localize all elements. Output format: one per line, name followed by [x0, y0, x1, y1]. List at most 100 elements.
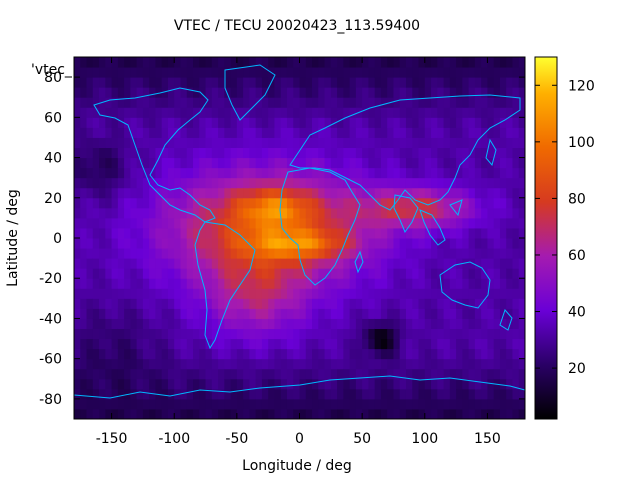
heatmap-cell	[305, 328, 313, 340]
heatmap-cell	[481, 278, 488, 289]
heatmap-cell	[312, 298, 319, 309]
heatmap-cell	[318, 288, 326, 299]
heatmap-cell	[374, 298, 382, 309]
heatmap-cell	[493, 278, 501, 289]
heatmap-cell	[399, 288, 407, 299]
heatmap-cell	[374, 207, 382, 219]
heatmap-cell	[518, 238, 525, 249]
heatmap-cell	[437, 298, 445, 309]
heatmap-cell	[74, 408, 81, 419]
heatmap-cell	[380, 258, 388, 269]
heatmap-cell	[180, 308, 188, 319]
heatmap-cell	[74, 207, 81, 219]
heatmap-cell	[218, 258, 225, 269]
heatmap-cell	[142, 97, 150, 108]
heatmap-cell	[280, 288, 288, 299]
heatmap-cell	[481, 318, 488, 329]
heatmap-cell	[399, 258, 407, 269]
heatmap-cell	[437, 67, 445, 78]
heatmap-cell	[337, 107, 344, 118]
heatmap-cell	[243, 338, 250, 350]
heatmap-cell	[167, 248, 175, 259]
heatmap-cell	[99, 368, 106, 380]
heatmap-cell	[117, 67, 125, 78]
heatmap-cell	[224, 77, 232, 88]
heatmap-cell	[186, 137, 194, 148]
heatmap-cell	[324, 288, 332, 299]
heatmap-cell	[261, 288, 269, 299]
heatmap-cell	[174, 127, 181, 138]
heatmap-cell	[117, 57, 125, 68]
heatmap-cell	[293, 197, 300, 209]
heatmap-cell	[205, 248, 213, 259]
heatmap-cell	[468, 157, 476, 169]
heatmap-cell	[393, 147, 401, 159]
heatmap-cell	[449, 217, 457, 229]
heatmap-cell	[205, 137, 213, 148]
heatmap-cell	[518, 348, 525, 360]
heatmap-cell	[149, 207, 156, 219]
heatmap-cell	[518, 127, 525, 138]
heatmap-cell	[399, 217, 407, 229]
heatmap-cell	[268, 338, 275, 350]
heatmap-cell	[155, 157, 163, 169]
heatmap-cell	[318, 278, 326, 289]
heatmap-cell	[518, 57, 525, 68]
heatmap-cell	[412, 318, 420, 329]
heatmap-cell	[305, 338, 313, 350]
heatmap-cell	[161, 97, 169, 108]
heatmap-cell	[155, 408, 163, 419]
heatmap-cell	[243, 97, 250, 108]
heatmap-cell	[111, 258, 119, 269]
heatmap-cell	[286, 117, 294, 128]
heatmap-cell	[199, 57, 207, 68]
heatmap-cell	[305, 348, 313, 360]
heatmap-cell	[374, 368, 382, 380]
heatmap-cell	[437, 187, 445, 199]
heatmap-cell	[117, 227, 125, 239]
heatmap-cell	[280, 338, 288, 350]
heatmap-cell	[224, 398, 232, 410]
heatmap-cell	[230, 217, 238, 229]
heatmap-cell	[193, 107, 200, 118]
heatmap-cell	[74, 127, 81, 138]
heatmap-cell	[218, 328, 225, 340]
heatmap-cell	[462, 157, 470, 169]
heatmap-cell	[412, 338, 420, 350]
heatmap-cell	[236, 358, 244, 370]
heatmap-cell	[155, 308, 163, 319]
heatmap-cell	[224, 288, 232, 299]
heatmap-cell	[305, 187, 313, 199]
heatmap-cell	[412, 217, 420, 229]
heatmap-cell	[86, 268, 94, 279]
heatmap-cell	[249, 378, 257, 390]
heatmap-cell	[236, 217, 244, 229]
heatmap-cell	[393, 87, 401, 98]
heatmap-cell	[286, 137, 294, 148]
heatmap-cell	[343, 87, 351, 98]
heatmap-cell	[337, 338, 344, 350]
heatmap-cell	[193, 258, 200, 269]
heatmap-cell	[167, 398, 175, 410]
heatmap-cell	[312, 227, 319, 239]
heatmap-cell	[387, 318, 394, 329]
heatmap-cell	[468, 368, 476, 380]
heatmap-cell	[149, 97, 156, 108]
heatmap-cell	[499, 348, 507, 360]
heatmap-cell	[142, 258, 150, 269]
heatmap-cell	[299, 217, 307, 229]
heatmap-cell	[155, 107, 163, 118]
heatmap-cell	[474, 378, 482, 390]
heatmap-cell	[399, 167, 407, 179]
heatmap-cell	[518, 147, 525, 159]
heatmap-cell	[368, 388, 376, 400]
heatmap-cell	[412, 258, 420, 269]
heatmap-cell	[399, 97, 407, 108]
heatmap-cell	[205, 187, 213, 199]
heatmap-cell	[299, 318, 307, 329]
heatmap-cell	[293, 308, 300, 319]
heatmap-cell	[211, 368, 219, 380]
heatmap-cell	[474, 127, 482, 138]
heatmap-cell	[86, 398, 94, 410]
